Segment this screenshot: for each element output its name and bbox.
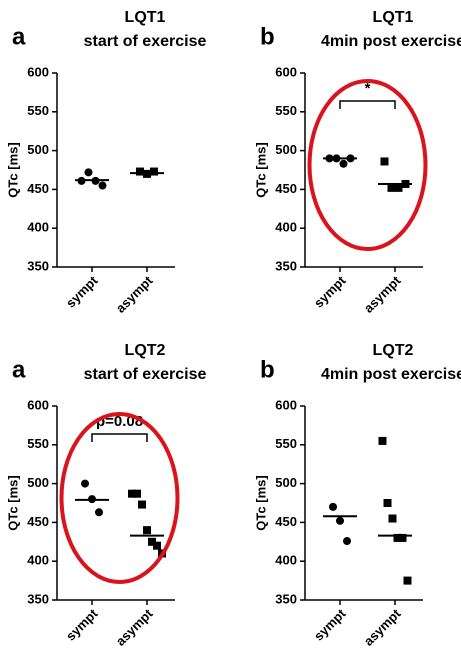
panel-label: b [260, 23, 275, 50]
y-tick-label: 550 [275, 103, 297, 118]
y-tick-label: 600 [275, 64, 297, 79]
y-axis-label: QTc [ms] [253, 475, 268, 530]
data-point [378, 436, 387, 445]
significance-bracket [91, 433, 148, 442]
y-tick-label: 350 [27, 591, 49, 606]
y-tick-label: 350 [27, 258, 49, 273]
highlight-ellipse [59, 412, 180, 584]
x-tick-label: asympt [113, 272, 156, 315]
y-tick-label: 500 [275, 475, 297, 490]
data-point [329, 502, 337, 511]
y-tick-label: 450 [27, 514, 49, 529]
data-point [394, 183, 403, 192]
chart-panel: a LQT2 start of exercise QTc [ms] 350 400 450 5… [5, 342, 206, 649]
y-tick-label: 450 [27, 181, 49, 196]
data-point [403, 576, 412, 585]
y-tick-label: 600 [275, 397, 297, 412]
chart-panel: a LQT1 start of exercise QTc [ms] 350 400 450 5… [5, 9, 206, 316]
chart-title: LQT1 [373, 9, 414, 26]
chart-panel: b LQT2 4min post exercise QTc [ms] 350 400 450… [253, 342, 461, 649]
panel-label: a [12, 356, 26, 383]
y-tick-label: 450 [275, 514, 297, 529]
data-point [393, 533, 402, 542]
chart-subtitle: start of exercise [84, 366, 207, 383]
highlight-ellipse [307, 79, 428, 251]
chart-title: LQT1 [125, 9, 166, 26]
data-point [388, 514, 397, 523]
y-tick-label: 400 [275, 220, 297, 235]
x-tick-label: asympt [361, 605, 404, 648]
chart-subtitle: 4min post exercise [321, 33, 461, 50]
data-point [128, 489, 136, 498]
data-point [153, 541, 161, 550]
data-point [143, 526, 151, 535]
data-point [148, 537, 156, 546]
y-tick-label: 550 [275, 436, 297, 451]
panel-label: b [260, 356, 275, 383]
data-point [343, 537, 351, 546]
y-tick-label: 400 [27, 553, 49, 568]
y-axis-label: QTc [ms] [5, 475, 20, 530]
x-tick-label: sympt [63, 272, 101, 310]
data-point [383, 499, 392, 507]
y-tick-label: 500 [27, 142, 49, 157]
data-point [380, 157, 389, 166]
chart-subtitle: 4min post exercise [321, 366, 461, 383]
data-point [95, 508, 103, 517]
y-tick-label: 400 [275, 553, 297, 568]
data-point [336, 516, 344, 525]
x-tick-label: sympt [63, 605, 101, 643]
y-tick-label: 550 [27, 436, 49, 451]
y-tick-label: 550 [27, 103, 49, 118]
y-tick-label: 600 [27, 64, 49, 79]
x-tick-label: asympt [113, 605, 156, 648]
data-point [138, 500, 146, 509]
y-tick-label: 500 [275, 142, 297, 157]
y-tick-label: 350 [275, 258, 297, 273]
y-tick-label: 450 [275, 181, 297, 196]
y-axis-label: QTc [ms] [253, 142, 268, 197]
x-tick-label: sympt [311, 272, 349, 310]
panel-label: a [12, 23, 26, 50]
data-point [387, 183, 396, 192]
chart-subtitle: start of exercise [84, 33, 207, 50]
x-tick-label: sympt [311, 605, 349, 643]
y-tick-label: 350 [275, 591, 297, 606]
chart-title: LQT2 [125, 342, 166, 359]
data-point [84, 168, 93, 177]
x-tick-label: asympt [361, 272, 404, 315]
data-point [150, 167, 158, 176]
y-tick-label: 400 [27, 220, 49, 235]
data-point [133, 489, 141, 498]
y-tick-label: 500 [27, 475, 49, 490]
data-point [136, 167, 144, 176]
chart-title: LQT2 [373, 342, 414, 359]
data-point [81, 479, 89, 488]
y-tick-label: 600 [27, 397, 49, 412]
significance-bracket [339, 100, 396, 109]
chart-panel: b LQT1 4min post exercise QTc [ms] 350 400 450… [253, 9, 461, 316]
data-point [339, 159, 348, 168]
y-axis-label: QTc [ms] [5, 142, 20, 197]
annotation: * [365, 80, 371, 97]
data-point [398, 533, 407, 542]
data-point [98, 181, 107, 190]
